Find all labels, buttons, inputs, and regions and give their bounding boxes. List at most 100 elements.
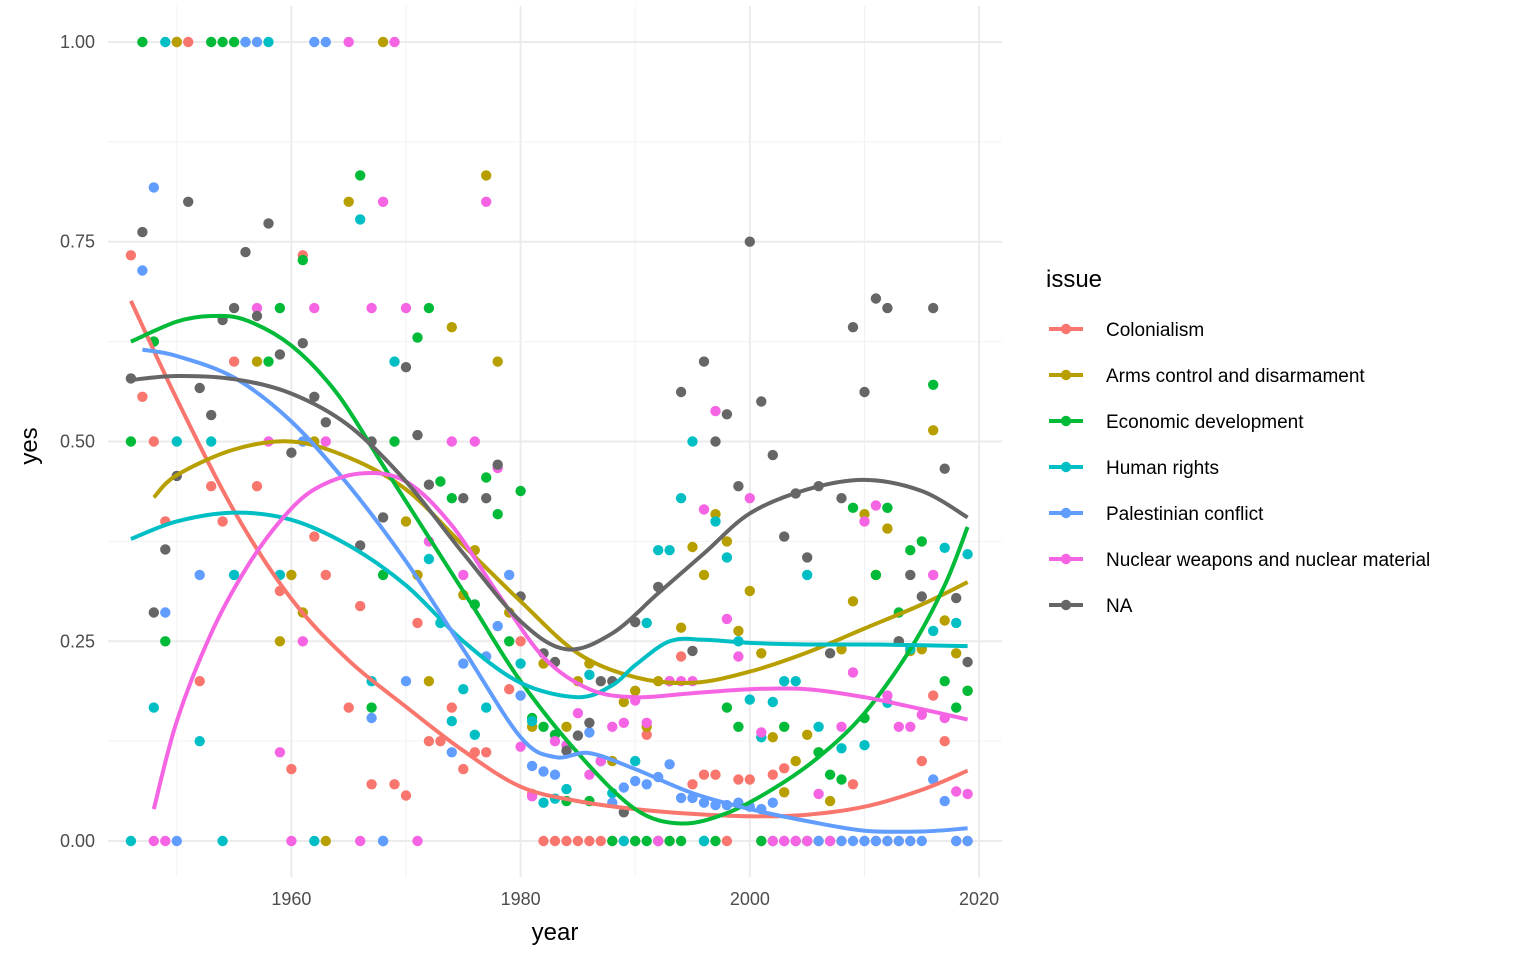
data-point	[939, 795, 950, 807]
x-tick-label: 1960	[271, 889, 311, 909]
data-point	[687, 436, 698, 447]
data-point	[584, 835, 595, 847]
data-point	[767, 449, 778, 461]
data-point	[458, 493, 469, 504]
data-point	[148, 182, 159, 193]
data-point	[481, 747, 492, 758]
data-point	[870, 500, 882, 511]
data-point	[504, 636, 515, 647]
data-point	[847, 322, 859, 333]
data-point	[160, 835, 171, 847]
data-point	[607, 835, 618, 847]
data-point	[549, 835, 561, 847]
data-point	[412, 835, 423, 847]
data-point	[607, 721, 618, 732]
data-point	[618, 835, 629, 847]
data-point	[882, 502, 893, 513]
data-point	[882, 835, 893, 847]
data-point	[962, 788, 973, 800]
data-point	[767, 835, 778, 847]
data-point	[240, 246, 251, 258]
data-point	[951, 835, 962, 847]
data-point	[515, 485, 526, 497]
data-point	[928, 302, 939, 314]
data-point	[446, 493, 457, 504]
data-point	[251, 310, 263, 322]
data-point	[939, 615, 950, 626]
data-point	[813, 788, 824, 800]
data-point	[251, 356, 263, 367]
data-point	[710, 835, 721, 847]
data-point	[859, 740, 870, 751]
data-point	[951, 592, 962, 604]
data-point	[779, 763, 790, 774]
data-point	[274, 747, 286, 758]
data-point	[309, 302, 320, 314]
legend-key-point	[1060, 461, 1072, 473]
legend-key-point	[1060, 323, 1072, 335]
data-point	[309, 391, 320, 402]
y-tick-label: 1.00	[60, 32, 95, 52]
data-point	[870, 293, 882, 304]
data-point	[951, 648, 962, 659]
data-point	[355, 600, 366, 612]
data-point	[171, 835, 182, 847]
data-point	[297, 636, 308, 647]
legend-key-point	[1060, 599, 1072, 611]
data-point	[400, 516, 412, 527]
data-point	[446, 702, 457, 713]
data-point	[538, 721, 549, 732]
data-point	[481, 493, 492, 504]
data-point	[400, 676, 412, 687]
data-point	[721, 835, 733, 847]
data-point	[744, 694, 755, 705]
data-point	[206, 436, 217, 447]
data-point	[698, 569, 710, 581]
data-point	[446, 436, 457, 447]
data-point	[194, 382, 205, 394]
data-point	[125, 436, 137, 447]
data-point	[641, 617, 652, 629]
data-point	[928, 690, 939, 701]
data-point	[286, 569, 297, 581]
data-point	[744, 236, 755, 247]
data-point	[538, 797, 549, 808]
data-point	[400, 790, 412, 801]
data-point	[756, 648, 767, 659]
data-point	[779, 787, 790, 798]
data-point	[160, 636, 171, 647]
data-point	[939, 676, 950, 687]
trend-line	[130, 373, 969, 652]
data-point	[320, 436, 331, 447]
data-point	[721, 409, 733, 420]
data-point	[377, 36, 389, 48]
data-point	[515, 658, 526, 669]
trend-line	[130, 313, 970, 826]
data-point	[951, 786, 962, 797]
data-point	[790, 835, 801, 847]
legend-label: Arms control and disarmament	[1106, 366, 1365, 387]
data-point	[905, 835, 916, 847]
data-point	[882, 302, 893, 314]
legend-key-point	[1060, 369, 1072, 381]
data-point	[458, 569, 469, 581]
data-point	[939, 463, 950, 474]
data-point	[366, 779, 377, 790]
legend-label: Human rights	[1106, 458, 1219, 479]
data-point	[824, 795, 836, 807]
data-point	[148, 835, 159, 847]
legend-key-point	[1060, 507, 1072, 519]
data-point	[481, 170, 492, 181]
data-point	[905, 569, 916, 581]
data-point	[916, 755, 927, 767]
data-point	[641, 835, 652, 847]
data-point	[274, 349, 286, 360]
data-point	[355, 214, 366, 225]
data-point	[366, 302, 377, 314]
data-point	[458, 658, 469, 669]
data-point	[767, 797, 778, 808]
data-point	[859, 835, 870, 847]
data-point	[137, 391, 148, 402]
data-point	[584, 727, 595, 738]
data-point	[721, 613, 733, 625]
